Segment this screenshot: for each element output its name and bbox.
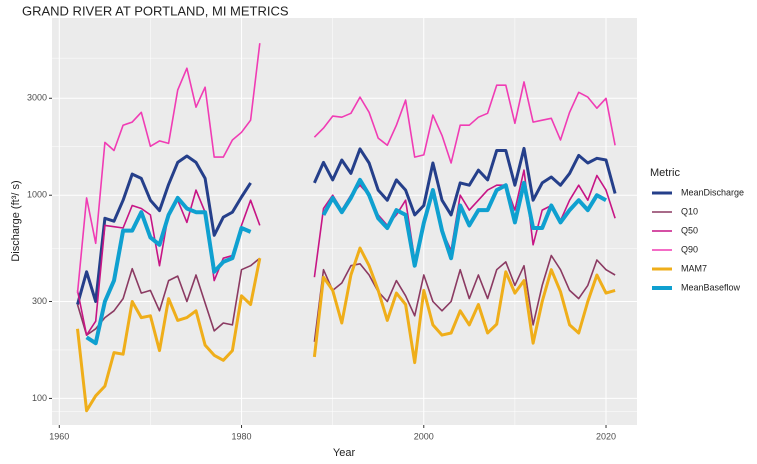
y-tick-label: 3000 xyxy=(27,93,47,103)
legend-label: Q10 xyxy=(681,206,698,216)
series-line xyxy=(85,177,607,346)
series-line xyxy=(76,246,616,413)
chart-title: GRAND RIVER AT PORTLAND, MI METRICS xyxy=(22,3,289,18)
legend-label: Q50 xyxy=(681,225,698,235)
x-axis-label: Year xyxy=(333,447,356,459)
y-tick-label: 100 xyxy=(32,393,47,403)
legend-label: MAM7 xyxy=(681,263,707,273)
x-tick-label: 1960 xyxy=(49,431,69,441)
legend-label: Q90 xyxy=(681,244,698,254)
legend-label: MeanDischarge xyxy=(681,187,744,197)
y-axis-label: Discharge (ft³/ s) xyxy=(10,180,22,261)
series-line xyxy=(76,43,616,294)
y-tick-label: 300 xyxy=(32,296,47,306)
series-line xyxy=(76,146,617,305)
panel xyxy=(52,18,637,425)
legend-title: Metric xyxy=(650,167,680,179)
y-tick-label: 1000 xyxy=(27,190,47,200)
x-tick-label: 1980 xyxy=(232,431,252,441)
x-tick-label: 2000 xyxy=(414,431,434,441)
series-line xyxy=(76,254,616,342)
legend-label: MeanBaseflow xyxy=(681,282,741,292)
x-tick-label: 2020 xyxy=(596,431,616,441)
